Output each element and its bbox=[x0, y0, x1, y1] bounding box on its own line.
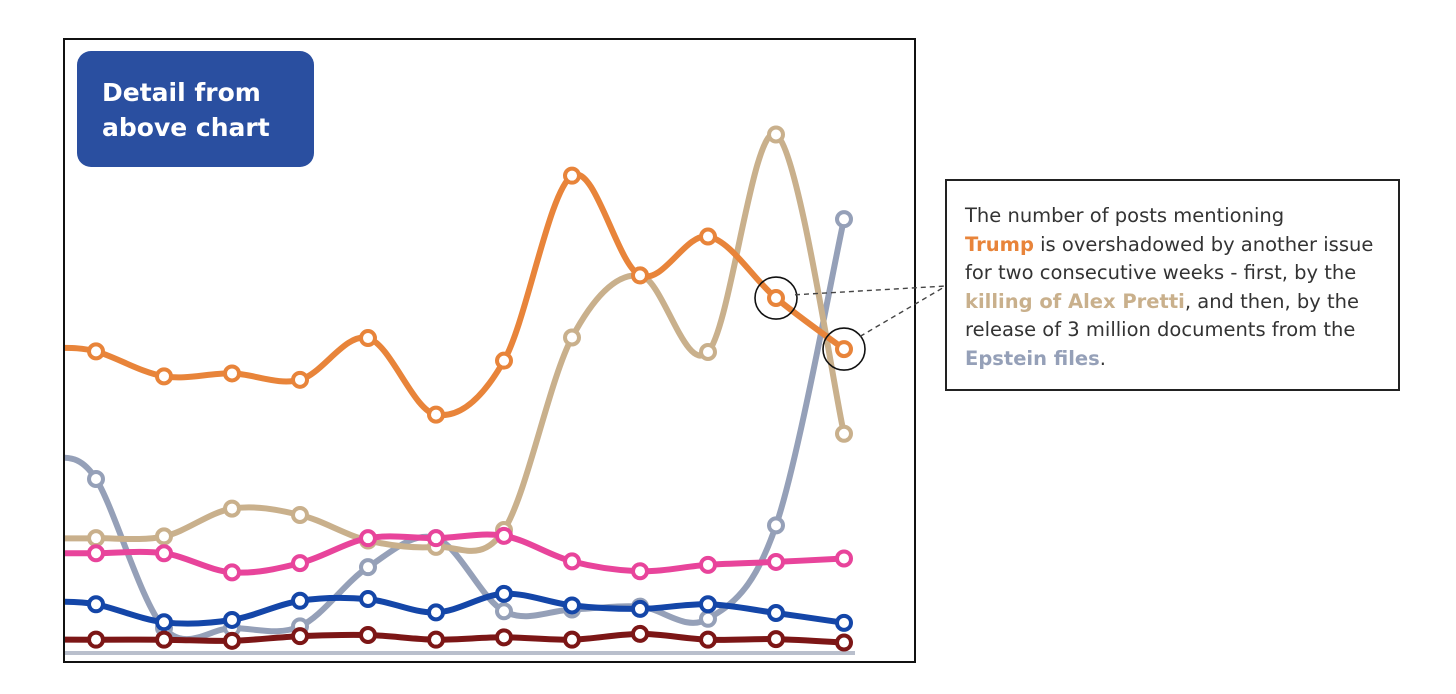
data-point-blue-series-5 bbox=[359, 590, 377, 609]
data-point-pink-series-4 bbox=[291, 554, 309, 573]
data-point-dark-red-series-7 bbox=[495, 628, 513, 647]
data-point-pink-series-6 bbox=[427, 529, 445, 548]
trump-highlight: Trump bbox=[965, 232, 1034, 256]
epstein-highlight: Epstein files bbox=[965, 346, 1100, 370]
title-line-2: above chart bbox=[102, 113, 270, 142]
series-pink-series bbox=[65, 526, 853, 582]
series-line-blue-series bbox=[65, 590, 847, 627]
series-line-dark-red-series bbox=[65, 630, 847, 646]
annotation-callout: The number of posts mentioning Trump is o… bbox=[945, 179, 1400, 391]
series-killing-of-alex-pretti bbox=[65, 125, 853, 556]
highlight-circle-2 bbox=[822, 327, 866, 371]
title-line-1: Detail from bbox=[102, 78, 261, 107]
data-point-dark-red-series-9 bbox=[631, 624, 649, 643]
data-point-trump-11 bbox=[767, 289, 785, 308]
chart-frame: Detail from above chart bbox=[63, 38, 916, 663]
data-point-pink-series-8 bbox=[563, 552, 581, 571]
data-point-dark-red-series-6 bbox=[427, 630, 445, 649]
data-point-trump-12 bbox=[835, 340, 853, 359]
data-point-blue-series-12 bbox=[835, 613, 853, 632]
data-point-epstein-files-11 bbox=[767, 516, 785, 535]
data-point-pink-series-12 bbox=[835, 549, 853, 568]
data-point-blue-series-4 bbox=[291, 591, 309, 610]
data-point-dark-red-series-10 bbox=[699, 630, 717, 649]
series-line-killing-of-alex-pretti bbox=[65, 131, 847, 554]
data-point-killing-of-alex-pretti-8 bbox=[563, 328, 581, 347]
data-point-pink-series-3 bbox=[223, 563, 241, 582]
data-point-trump-2 bbox=[155, 367, 173, 386]
data-point-trump-4 bbox=[291, 370, 309, 389]
data-point-blue-series-10 bbox=[699, 595, 717, 614]
data-point-pink-series-10 bbox=[699, 555, 717, 574]
data-point-killing-of-alex-pretti-2 bbox=[155, 527, 173, 546]
data-point-killing-of-alex-pretti-4 bbox=[291, 505, 309, 524]
data-point-dark-red-series-8 bbox=[563, 630, 581, 649]
data-point-blue-series-2 bbox=[155, 613, 173, 632]
data-point-epstein-files-5 bbox=[359, 558, 377, 577]
series-trump bbox=[65, 166, 853, 424]
data-point-dark-red-series-12 bbox=[835, 633, 853, 652]
data-point-killing-of-alex-pretti-3 bbox=[223, 499, 241, 518]
data-point-trump-9 bbox=[631, 266, 649, 285]
data-point-blue-series-8 bbox=[563, 596, 581, 615]
data-point-trump-7 bbox=[495, 351, 513, 370]
data-point-killing-of-alex-pretti-11 bbox=[767, 125, 785, 144]
data-point-epstein-files-10 bbox=[699, 609, 717, 628]
data-point-epstein-files-7 bbox=[495, 602, 513, 621]
data-point-killing-of-alex-pretti-12 bbox=[835, 424, 853, 443]
data-point-dark-red-series-1 bbox=[87, 630, 105, 649]
data-point-blue-series-9 bbox=[631, 599, 649, 618]
callout-text-4: . bbox=[1099, 346, 1106, 370]
callout-text-3: , and then, by the release of 3 million … bbox=[965, 289, 1360, 342]
data-point-dark-red-series-4 bbox=[291, 627, 309, 646]
data-point-dark-red-series-11 bbox=[767, 630, 785, 649]
data-point-epstein-files-12 bbox=[835, 210, 853, 229]
data-point-pink-series-11 bbox=[767, 552, 785, 571]
data-point-pink-series-2 bbox=[155, 544, 173, 563]
data-point-dark-red-series-2 bbox=[155, 630, 173, 649]
data-point-pink-series-5 bbox=[359, 529, 377, 548]
line-chart bbox=[65, 125, 866, 655]
data-point-pink-series-9 bbox=[631, 562, 649, 581]
data-point-killing-of-alex-pretti-10 bbox=[699, 342, 717, 361]
data-point-blue-series-3 bbox=[223, 610, 241, 629]
data-point-epstein-files-1 bbox=[87, 470, 105, 488]
data-point-trump-10 bbox=[699, 227, 717, 246]
data-point-trump-6 bbox=[427, 405, 445, 424]
series-dark-red-series bbox=[65, 624, 853, 652]
data-point-dark-red-series-5 bbox=[359, 626, 377, 645]
data-point-trump-3 bbox=[223, 364, 241, 383]
callout-text-2: is overshadowed by another issue for two… bbox=[965, 232, 1374, 285]
title-box: Detail from above chart bbox=[77, 51, 314, 167]
data-point-pink-series-1 bbox=[87, 544, 105, 563]
data-point-pink-series-7 bbox=[495, 526, 513, 545]
pretti-highlight: killing of Alex Pretti bbox=[965, 289, 1185, 313]
highlight-circle-1 bbox=[754, 276, 798, 320]
series-blue-series bbox=[65, 584, 853, 632]
data-point-blue-series-7 bbox=[495, 584, 513, 603]
data-point-dark-red-series-3 bbox=[223, 631, 241, 650]
data-point-blue-series-6 bbox=[427, 603, 445, 622]
data-point-killing-of-alex-pretti-1 bbox=[87, 529, 105, 548]
data-point-trump-1 bbox=[87, 342, 105, 361]
data-point-trump-5 bbox=[359, 329, 377, 348]
callout-text-1: The number of posts mentioning bbox=[965, 204, 1285, 227]
data-point-blue-series-1 bbox=[87, 595, 105, 614]
data-point-blue-series-11 bbox=[767, 603, 785, 622]
series-line-epstein-files bbox=[65, 216, 847, 643]
data-point-trump-8 bbox=[563, 166, 581, 185]
